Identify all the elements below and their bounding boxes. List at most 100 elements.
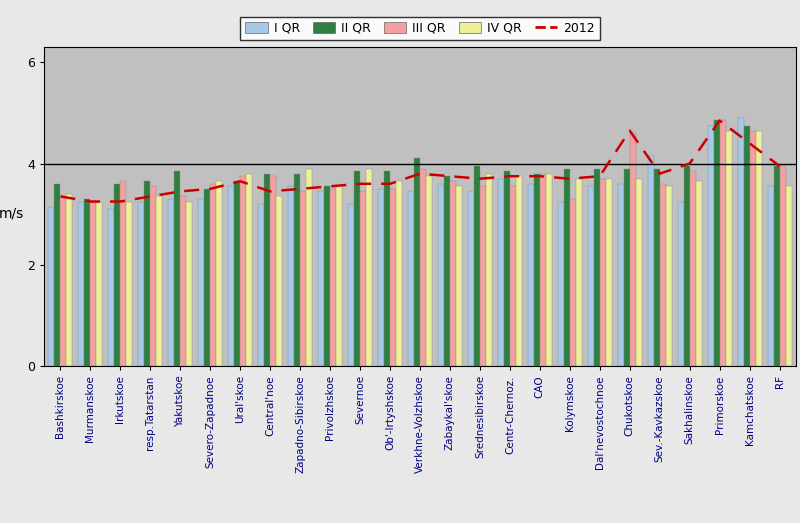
Bar	[504, 171, 510, 366]
Bar	[528, 184, 534, 366]
Bar	[720, 120, 726, 366]
Bar	[354, 171, 360, 366]
Bar	[210, 184, 216, 366]
Bar	[480, 186, 486, 366]
Bar	[588, 186, 594, 366]
Bar	[684, 166, 690, 366]
Bar	[336, 186, 342, 366]
Bar	[126, 201, 132, 366]
Bar	[534, 174, 540, 366]
Bar	[666, 186, 672, 366]
Bar	[198, 199, 204, 366]
Bar	[120, 181, 126, 366]
Bar	[384, 171, 390, 366]
Bar	[234, 181, 240, 366]
Bar	[109, 209, 114, 366]
Bar	[438, 184, 444, 366]
Bar	[390, 189, 396, 366]
Bar	[516, 176, 522, 366]
Bar	[774, 166, 779, 366]
Bar	[594, 168, 600, 366]
Bar	[576, 179, 582, 366]
Bar	[186, 201, 192, 366]
Bar	[486, 174, 492, 366]
Bar	[474, 166, 480, 366]
Bar	[288, 186, 294, 366]
Bar	[264, 174, 270, 366]
Bar	[624, 168, 630, 366]
Bar	[61, 197, 66, 366]
Bar	[498, 179, 504, 366]
Legend: I QR, II QR, III QR, IV QR, 2012: I QR, II QR, III QR, IV QR, 2012	[240, 17, 600, 40]
Bar	[156, 197, 162, 366]
Bar	[708, 126, 714, 366]
Bar	[600, 179, 606, 366]
Bar	[750, 131, 755, 366]
Bar	[306, 168, 312, 366]
Bar	[78, 201, 85, 366]
Bar	[366, 168, 372, 366]
Bar	[408, 191, 414, 366]
Bar	[738, 118, 743, 366]
Bar	[180, 197, 186, 366]
Bar	[558, 201, 564, 366]
Bar	[330, 189, 336, 366]
Bar	[726, 131, 731, 366]
Bar	[546, 174, 552, 366]
Bar	[690, 171, 696, 366]
Bar	[468, 191, 474, 366]
Bar	[420, 168, 426, 366]
Bar	[755, 131, 762, 366]
Bar	[456, 186, 462, 366]
Bar	[570, 199, 576, 366]
Bar	[636, 179, 642, 366]
Bar	[318, 191, 324, 366]
Bar	[66, 194, 73, 366]
Bar	[414, 158, 420, 366]
Bar	[654, 168, 660, 366]
Bar	[324, 186, 330, 366]
Bar	[114, 184, 120, 366]
Bar	[138, 201, 144, 366]
Bar	[378, 189, 384, 366]
Bar	[90, 201, 97, 366]
Bar	[85, 199, 90, 366]
Bar	[240, 176, 246, 366]
Bar	[360, 191, 366, 366]
Bar	[276, 197, 282, 366]
Y-axis label: m/s: m/s	[0, 207, 24, 221]
Bar	[150, 186, 156, 366]
Bar	[54, 184, 61, 366]
Bar	[204, 189, 210, 366]
Bar	[144, 181, 150, 366]
Bar	[714, 120, 720, 366]
Bar	[767, 186, 774, 366]
Bar	[564, 168, 570, 366]
Bar	[348, 204, 354, 366]
Bar	[450, 181, 456, 366]
Bar	[300, 191, 306, 366]
Bar	[168, 199, 174, 366]
Bar	[270, 176, 276, 366]
Bar	[246, 174, 252, 366]
Bar	[630, 133, 636, 366]
Bar	[606, 179, 612, 366]
Bar	[444, 176, 450, 366]
Bar	[743, 126, 750, 366]
Bar	[540, 174, 546, 366]
Bar	[648, 156, 654, 366]
Bar	[49, 207, 54, 366]
Bar	[426, 176, 432, 366]
Bar	[696, 181, 702, 366]
Bar	[294, 174, 300, 366]
Bar	[258, 204, 264, 366]
Bar	[97, 201, 102, 366]
Bar	[396, 181, 402, 366]
Bar	[786, 186, 791, 366]
Bar	[228, 186, 234, 366]
Bar	[216, 181, 222, 366]
Bar	[678, 201, 684, 366]
Bar	[660, 184, 666, 366]
Bar	[174, 171, 180, 366]
Bar	[618, 184, 624, 366]
